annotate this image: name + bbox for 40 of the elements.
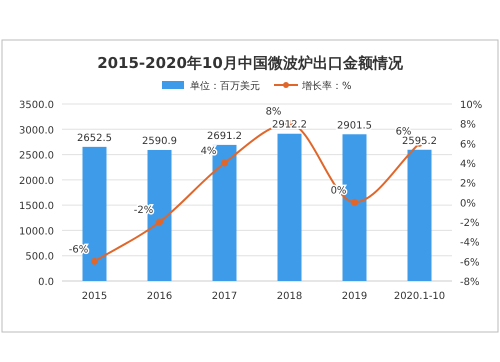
x-tick-label: 2020.1-10 (394, 291, 446, 302)
y2-tick-label: 8% (460, 120, 476, 131)
y2-tick-label: 6% (460, 139, 476, 150)
legend-label: 单位：百万美元 (190, 80, 260, 92)
bar (408, 150, 432, 281)
data-label: 2590.9 (142, 136, 177, 147)
y-tick-label: 0.0 (38, 277, 54, 288)
y2-tick-label: 0% (460, 198, 476, 210)
y2-tick-label: -2% (460, 218, 480, 229)
y2-tick-label: 10% (460, 100, 482, 111)
data-label: 2652.5 (77, 132, 112, 144)
x-tick-label: 2019 (342, 291, 368, 302)
y2-tick-label: -8% (460, 277, 480, 288)
data-label: 2901.5 (337, 120, 372, 132)
point (221, 160, 228, 166)
point (156, 218, 163, 226)
x-tick-label: 2018 (276, 291, 302, 302)
bar (278, 134, 302, 281)
y2-tick-label: -6% (460, 257, 480, 268)
data-label: 2595.2 (402, 136, 437, 147)
y-tick-label: 1500.0 (19, 201, 54, 212)
x-tick-label: 2017 (212, 291, 238, 302)
data-label: 6% (396, 126, 412, 138)
y-tick-label: 2500.0 (19, 150, 54, 162)
y2-tick-label: -4% (460, 238, 480, 249)
y2-tick-label: 4% (460, 159, 476, 170)
title: 2015-2020年10月中国微波炉出口金额情况 (97, 54, 403, 72)
y-tick-label: 3500.0 (19, 100, 54, 111)
data-label: 8% (266, 106, 282, 118)
legend-label: 增长率：% (301, 80, 352, 92)
y2-tick-label: 2% (460, 178, 476, 190)
data-label: 2691.2 (207, 130, 242, 142)
point (91, 258, 98, 265)
y-tick-label: 3000.0 (19, 125, 54, 136)
y-tick-label: 1000.0 (19, 226, 54, 238)
y-tick-label: 500.0 (25, 252, 54, 263)
x-tick-label: 2016 (146, 291, 172, 302)
y-tick-label: 2000.0 (19, 176, 54, 187)
x-tick-label: 2015 (82, 291, 108, 302)
point (351, 198, 358, 206)
